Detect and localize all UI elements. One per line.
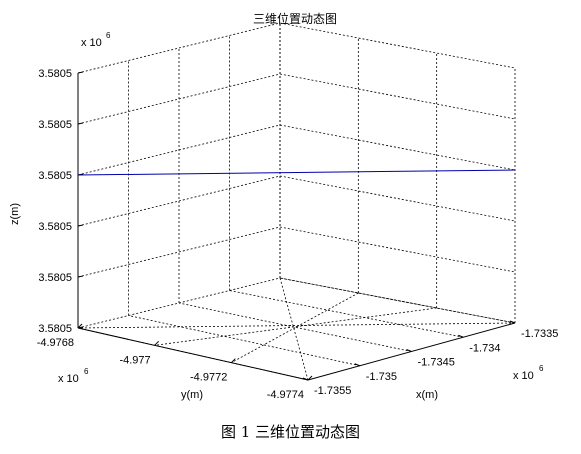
floor-grid-line: [229, 290, 464, 338]
x-tick-mark: [302, 377, 309, 381]
wall-grid-line: [77, 175, 281, 227]
x-tick-mark: [458, 334, 464, 338]
z-tick-mark: [77, 224, 84, 227]
tick-labels: 3.5805 3.5805 3.5805 3.5805 3.5805 3.5805 -4.9…: [37, 68, 559, 401]
z-tick-mark: [77, 122, 84, 125]
z-tick-mark: [77, 71, 84, 74]
grid-lines: [77, 22, 516, 381]
z-tick-label: 3.5805: [38, 221, 72, 233]
y-tick-label: -4.9772: [190, 372, 227, 384]
series-line: [77, 169, 516, 176]
y-tick-label: -4.9774: [267, 389, 304, 401]
chart-title: 三维位置动态图: [253, 11, 337, 26]
y-tick-label: -4.9768: [37, 337, 74, 349]
wall-grid-line: [279, 226, 516, 273]
y-axis-line: [77, 327, 309, 381]
wall-grid-line: [77, 226, 281, 278]
wall-grid-line: [279, 73, 516, 120]
floor-grid-line: [178, 302, 412, 352]
z-tick-label: 3.5805: [38, 119, 72, 131]
y-axis-label: y(m): [181, 389, 203, 401]
z-tick-label: 3.5805: [38, 170, 72, 182]
figure-caption: 图 1 三维位置动态图: [220, 423, 361, 441]
z-tick-label: 3.5805: [38, 272, 72, 284]
x-tick-label: -1.735: [366, 371, 397, 383]
x-tick-mark: [406, 349, 412, 352]
x-tick-mark: [509, 320, 516, 324]
y-tick-mark: [154, 340, 160, 346]
axis-lines: [77, 71, 516, 381]
y-tick-label: -4.977: [119, 354, 150, 366]
y-tick-mark: [307, 375, 313, 381]
floor-grid-line: [128, 315, 360, 367]
data-series: [77, 169, 516, 176]
z-tick-mark: [77, 275, 84, 278]
x-multiplier: x 10 6: [513, 364, 544, 382]
wall-grid-line: [77, 277, 281, 329]
wall-grid-line: [77, 22, 281, 74]
x-tick-mark: [354, 363, 360, 367]
svg-text:6: 6: [539, 364, 544, 373]
x-tick-label: -1.734: [469, 342, 500, 354]
x-tick-label: -1.7345: [418, 357, 455, 369]
wall-grid-line: [77, 73, 281, 125]
x-tick-label: -1.7355: [314, 385, 351, 397]
svg-text:6: 6: [84, 367, 89, 376]
y-multiplier: x 10 6: [58, 367, 89, 385]
y-tick-mark: [230, 358, 236, 364]
svg-text:6: 6: [106, 31, 111, 40]
z-tick-label: 3.5805: [38, 68, 72, 80]
z-tick-label: 3.5805: [38, 323, 72, 335]
x-axis-label: x(m): [416, 389, 438, 401]
svg-text:x 10: x 10: [513, 370, 534, 382]
wall-grid-line: [279, 124, 516, 171]
wall-grid-line: [279, 22, 516, 69]
floor-grid-line: [77, 322, 516, 329]
svg-text:x 10: x 10: [58, 373, 79, 385]
floor-grid-line: [231, 292, 359, 364]
wall-grid-line: [279, 175, 516, 222]
x-tick-label: -1.7335: [521, 328, 558, 340]
svg-text:x 10: x 10: [81, 37, 102, 49]
wall-grid-line: [77, 124, 281, 176]
y-tick-mark: [77, 323, 83, 329]
z-axis-label: z(m): [9, 203, 21, 225]
z-multiplier: x 10 6: [81, 31, 111, 49]
floor-grid-line: [154, 307, 437, 346]
floor-grid-line: [279, 277, 309, 381]
